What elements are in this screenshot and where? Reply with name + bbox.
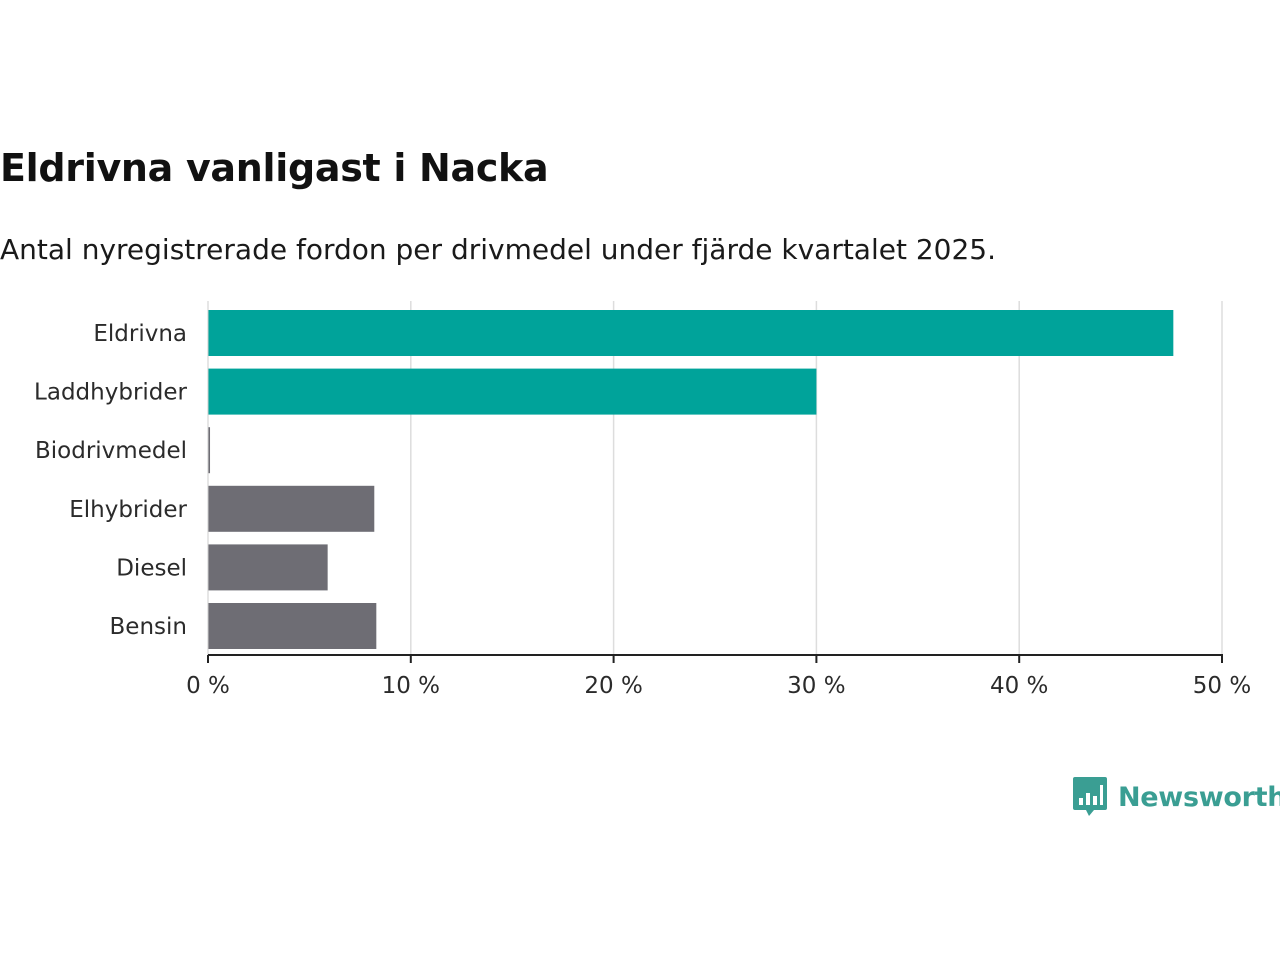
bar (208, 427, 211, 474)
x-axis: 0 % 10 % 20 % 30 % 40 % 50 % (186, 301, 1251, 699)
x-tick-label: 50 % (1193, 673, 1251, 699)
bar (208, 544, 328, 591)
category-label: Laddhybrider (34, 380, 187, 406)
x-tick-label: 30 % (787, 673, 845, 699)
bar (208, 310, 1174, 356)
category-labels: Eldrivna Laddhybrider Biodrivmedel Elhybrid… (34, 321, 187, 640)
category-label: Bensin (110, 614, 187, 640)
grid-lines (410, 301, 1223, 655)
chart-title: Eldrivna vanligast i Nacka (0, 146, 549, 190)
category-label: Eldrivna (93, 321, 187, 347)
x-tick-label: 20 % (584, 673, 642, 699)
bar (208, 485, 375, 532)
x-tick-label: 40 % (990, 673, 1048, 699)
x-tick-label: 0 % (186, 673, 230, 699)
brand-logo: Newsworthy (1072, 776, 1280, 818)
x-tick-label: 10 % (382, 673, 440, 699)
bar-chart: Eldrivna Laddhybrider Biodrivmedel Elhybrid… (34, 301, 1251, 699)
bars (208, 310, 1174, 649)
chart-subtitle: Antal nyregistrerade fordon per drivmede… (0, 233, 997, 266)
category-label: Elhybrider (69, 497, 187, 523)
brand-name: Newsworthy (1118, 781, 1280, 813)
category-label: Biodrivmedel (35, 438, 187, 464)
newsworthy-logo-icon (1073, 777, 1107, 816)
bar (208, 603, 377, 649)
category-label: Diesel (116, 555, 187, 581)
bar (208, 368, 817, 415)
